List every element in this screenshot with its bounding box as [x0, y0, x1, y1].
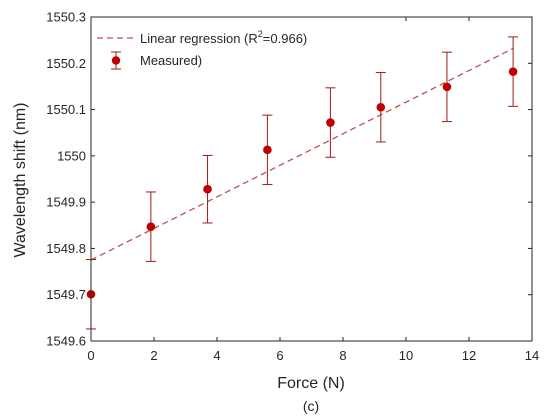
x-tick-label: 0: [87, 348, 94, 363]
legend-measured-label: Measured): [140, 53, 202, 68]
x-tick-label: 14: [525, 348, 539, 363]
y-axis-title: Wavelength shift (nm): [12, 102, 29, 257]
regression-line: [90, 47, 514, 261]
data-point: [376, 102, 386, 112]
y-tick-label: 1549.7: [46, 287, 86, 302]
y-tick-label: 1549.6: [46, 334, 86, 349]
data-point: [263, 145, 272, 155]
y-tick-label: 1550: [57, 148, 86, 163]
x-axis-title: Force (N): [277, 375, 345, 392]
legend-regression-label-main: Linear regression (R: [140, 31, 258, 46]
data-point: [326, 118, 335, 127]
data-point: [146, 222, 156, 231]
data-point: [508, 67, 518, 76]
y-tick-label: 1550.3: [46, 10, 86, 25]
x-tick-label: 8: [339, 348, 346, 363]
y-tick-label: 1550.1: [46, 102, 86, 117]
legend-box: [91, 17, 346, 75]
legend: Linear regression (R2=0.966) Measured): [91, 17, 346, 75]
x-tick-label: 4: [213, 348, 220, 363]
marker-layer: [86, 67, 518, 299]
regression-line-layer: [90, 47, 514, 261]
legend-regression-label-suffix: =0.966): [263, 31, 307, 46]
data-point: [203, 184, 212, 194]
x-tick-label: 10: [399, 348, 413, 363]
y-tick-label: 1549.9: [46, 195, 86, 210]
data-point: [442, 82, 452, 92]
legend-regression-label-sup: 2: [258, 29, 263, 39]
plot-frame: [90, 16, 533, 342]
x-tick-label: 12: [462, 348, 476, 363]
errorbar-layer: [86, 36, 519, 330]
y-tick-label: 1550.2: [46, 56, 86, 71]
legend-regression-label: Linear regression (R2=0.966): [140, 29, 307, 46]
x-tick-label: 6: [276, 348, 283, 363]
legend-measured-marker: [111, 56, 121, 65]
y-tick-label: 1549.8: [46, 241, 86, 256]
x-axis: 0 2 4 6 8 10 12 14: [87, 17, 539, 363]
x-tick-label: 2: [150, 348, 157, 363]
figure-caption: (c): [303, 398, 319, 414]
legend-measured-swatch: [111, 51, 121, 70]
